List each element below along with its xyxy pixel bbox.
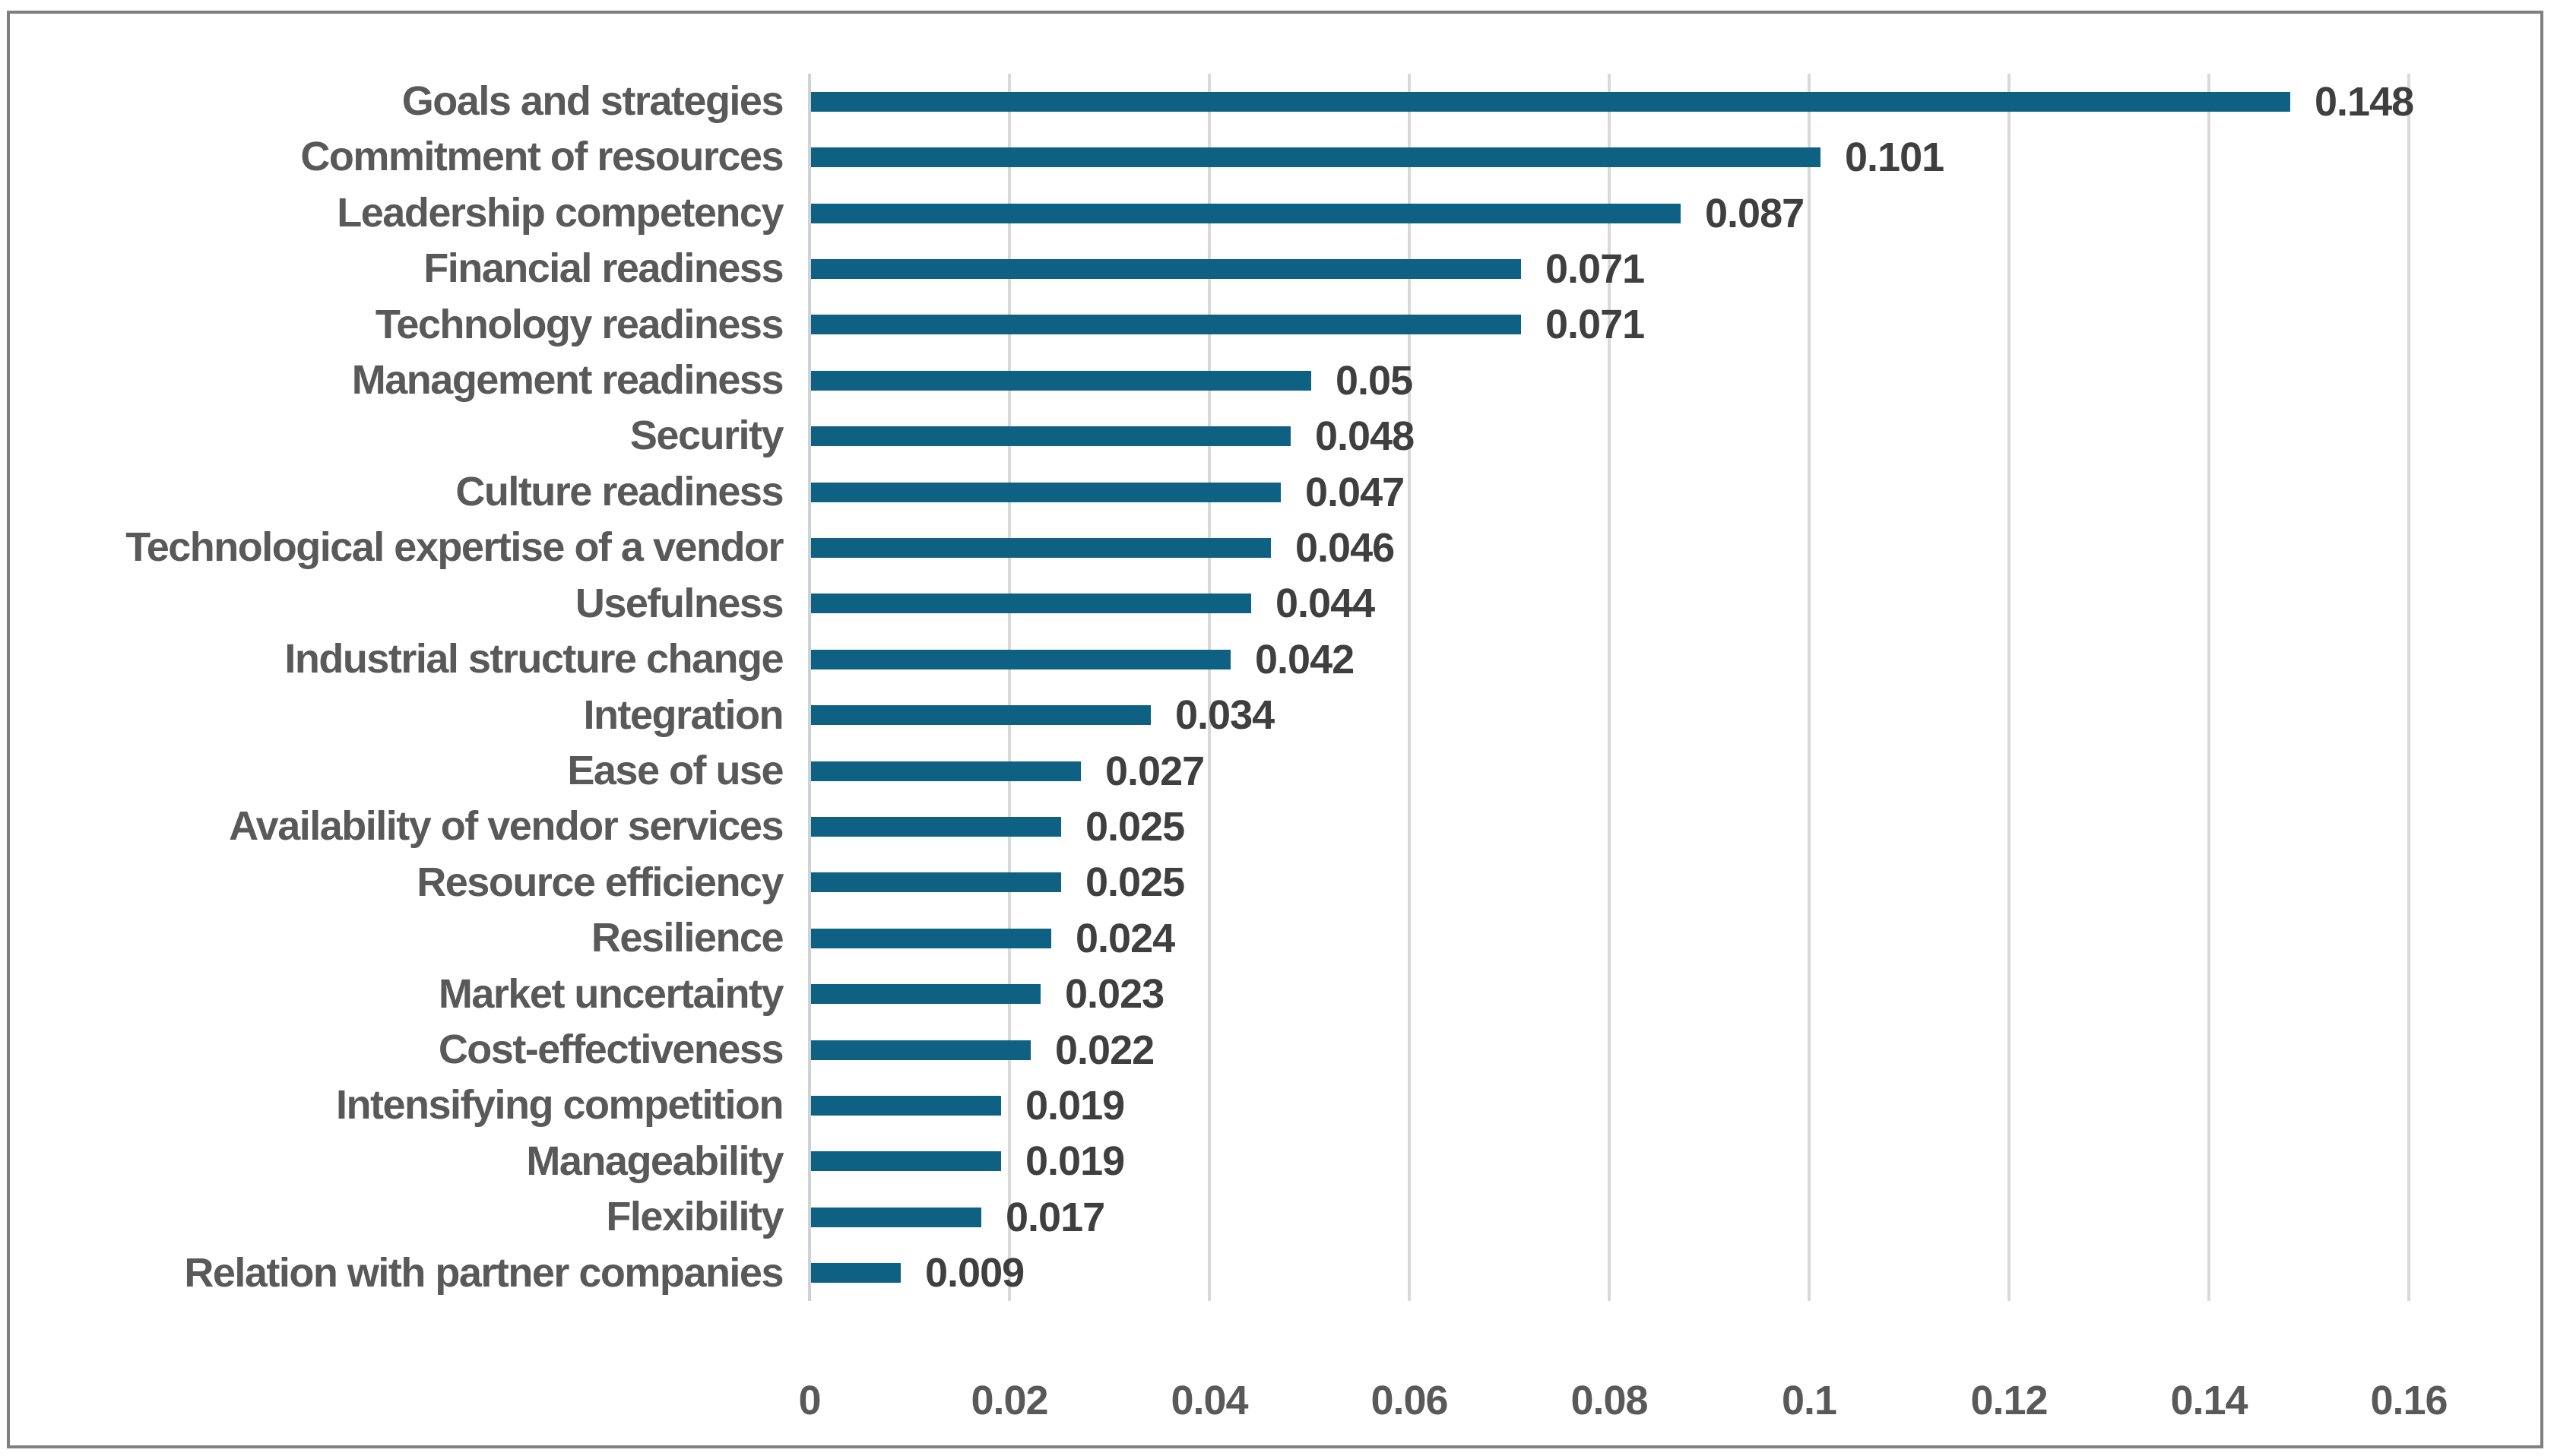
bar (811, 315, 1521, 335)
category-label: Usefulness (575, 580, 784, 626)
category-label: Management readiness (351, 357, 784, 404)
category-label: Availability of vendor services (229, 803, 784, 850)
value-label: 0.071 (1545, 245, 1645, 292)
x-tick-label: 0.02 (971, 1378, 1048, 1423)
category-label: Technological expertise of a vendor (125, 524, 784, 571)
bar (811, 91, 2290, 112)
bar (811, 1096, 1001, 1116)
bar (811, 258, 1521, 279)
bar (811, 1151, 1001, 1172)
gridline (1208, 74, 1211, 1301)
bar (811, 203, 1681, 223)
category-label: Ease of use (567, 747, 784, 793)
bar (811, 817, 1061, 837)
gridline (2207, 74, 2210, 1301)
x-tick-label: 0.08 (1570, 1378, 1648, 1423)
value-label: 0.023 (1065, 971, 1165, 1018)
bar (811, 649, 1231, 669)
value-label: 0.05 (1336, 357, 1413, 404)
category-label: Leadership competency (337, 189, 784, 236)
category-label: Relation with partner companies (184, 1249, 784, 1296)
category-label: Financial readiness (423, 245, 784, 292)
value-label: 0.087 (1705, 190, 1805, 236)
value-label: 0.019 (1025, 1138, 1125, 1185)
value-label: 0.027 (1105, 748, 1205, 794)
x-tick-label: 0.06 (1370, 1378, 1448, 1423)
category-label: Goals and strategies (401, 78, 784, 124)
category-label: Flexibility (606, 1194, 784, 1240)
x-tick-label: 0.12 (1970, 1378, 2048, 1423)
value-label: 0.048 (1315, 413, 1415, 460)
bar (811, 872, 1061, 893)
value-label: 0.025 (1085, 804, 1185, 850)
category-label: Resource efficiency (417, 859, 784, 905)
value-label: 0.047 (1305, 469, 1405, 515)
category-label: Resilience (591, 915, 784, 961)
gridline (2407, 74, 2410, 1301)
bar (811, 1040, 1031, 1060)
bar (811, 705, 1151, 726)
value-label: 0.034 (1175, 692, 1275, 739)
x-tick-label: 0.16 (2370, 1378, 2448, 1423)
value-label: 0.009 (925, 1250, 1025, 1296)
category-label: Technology readiness (375, 301, 784, 347)
value-label: 0.071 (1545, 302, 1645, 348)
value-label: 0.024 (1076, 915, 1175, 961)
value-label: 0.017 (1006, 1194, 1105, 1240)
value-axis-line (808, 74, 811, 1301)
category-label: Commitment of resources (300, 134, 784, 180)
category-label: Intensifying competition (335, 1082, 784, 1128)
category-label: Market uncertainty (438, 970, 784, 1017)
gridline (1008, 74, 1011, 1301)
bar (811, 1207, 981, 1227)
gridline (1408, 74, 1411, 1301)
bar (811, 928, 1051, 948)
category-label: Manageability (526, 1138, 784, 1184)
bar (811, 482, 1281, 502)
bar (811, 370, 1311, 391)
x-tick-label: 0.1 (1781, 1378, 1837, 1423)
bar (811, 147, 1820, 168)
x-tick-label: 0 (798, 1378, 821, 1423)
x-tick-label: 0.04 (1171, 1378, 1248, 1423)
gridline (2007, 74, 2011, 1301)
gridline (1808, 74, 1811, 1301)
x-tick-label: 0.14 (2170, 1378, 2248, 1423)
bar (811, 537, 1271, 558)
gridline (1608, 74, 1611, 1301)
category-label: Culture readiness (455, 468, 784, 514)
value-label: 0.022 (1055, 1027, 1155, 1073)
value-label: 0.044 (1275, 581, 1375, 627)
bar (811, 761, 1081, 781)
category-label: Cost-effectiveness (438, 1026, 784, 1072)
value-label: 0.148 (2315, 78, 2414, 125)
bar (811, 593, 1251, 614)
category-label: Integration (583, 692, 784, 738)
category-label: Security (629, 413, 784, 459)
value-label: 0.019 (1025, 1083, 1125, 1129)
bar (811, 1263, 901, 1283)
bar (811, 426, 1291, 447)
category-label: Industrial structure change (284, 636, 784, 682)
value-label: 0.042 (1255, 636, 1355, 682)
value-label: 0.101 (1845, 135, 1944, 181)
value-label: 0.025 (1085, 859, 1185, 906)
bar (811, 984, 1041, 1005)
value-label: 0.046 (1295, 524, 1395, 571)
